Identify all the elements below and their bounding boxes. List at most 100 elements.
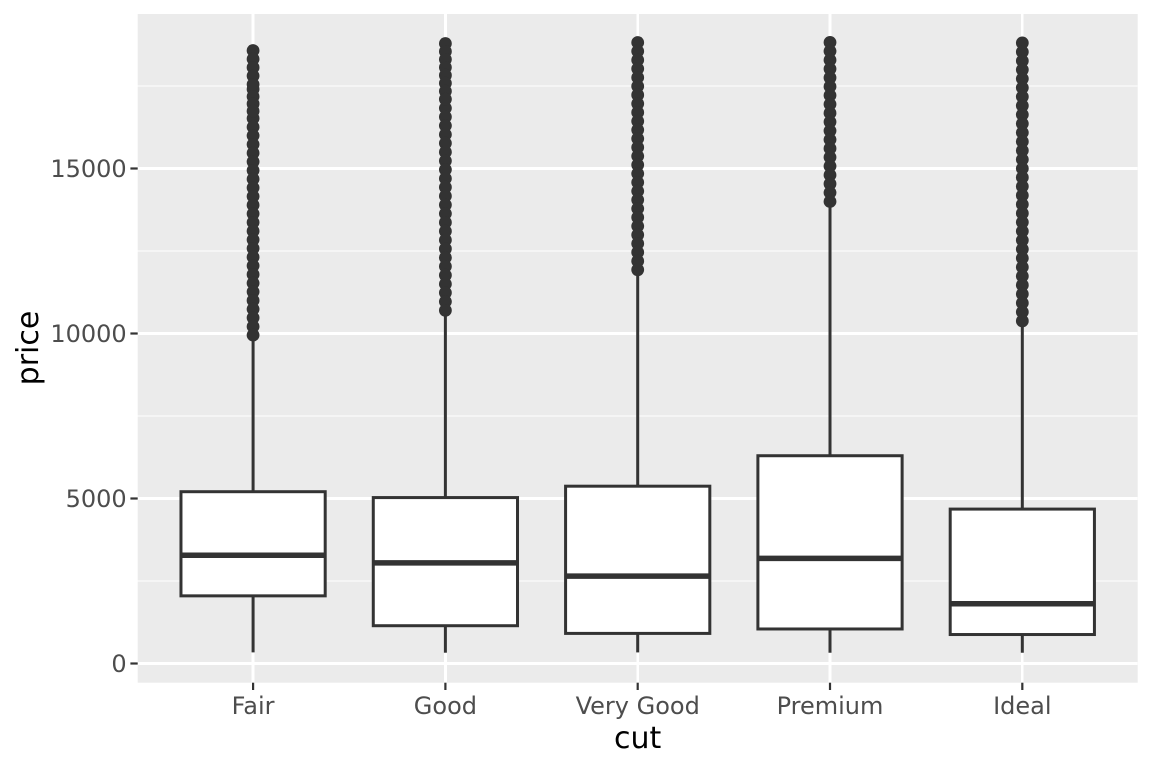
outlier-dot: [438, 268, 452, 282]
outlier-dot: [438, 207, 452, 221]
outlier-dot: [1015, 54, 1029, 68]
outlier-dot: [823, 195, 837, 208]
outlier-dot: [438, 251, 452, 265]
x-axis-title: cut: [614, 721, 662, 756]
outlier-dot: [1015, 206, 1029, 220]
outlier-dot: [1015, 90, 1029, 104]
outlier-dot: [631, 263, 645, 277]
outlier-dot: [1015, 36, 1029, 50]
outlier-dot: [1015, 224, 1029, 238]
outlier-dot: [823, 133, 837, 147]
outlier-dot: [1015, 81, 1029, 95]
outlier-dot: [1015, 171, 1029, 184]
outlier-column-premium: [823, 35, 837, 208]
outlier-dot: [1015, 45, 1029, 59]
outlier-dot: [438, 260, 452, 273]
outlier-dot: [438, 295, 452, 309]
outlier-dot: [1015, 296, 1029, 310]
outlier-dot: [438, 163, 452, 177]
outlier-dot: [438, 119, 452, 133]
y-tick-label: 5000: [66, 485, 127, 513]
outlier-dot: [823, 177, 837, 191]
outlier-dot: [823, 35, 837, 49]
box-fair: [179, 490, 327, 598]
outlier-dot: [438, 216, 452, 229]
outlier-column-very-good: [631, 36, 645, 277]
outlier-dot: [823, 150, 837, 164]
outlier-dot: [823, 142, 837, 155]
outlier-dot: [823, 186, 837, 200]
outlier-dot: [438, 198, 452, 212]
outlier-dot: [823, 97, 837, 111]
outlier-dot: [1015, 180, 1029, 193]
outlier-dot: [1015, 117, 1029, 131]
outlier-dot: [438, 101, 452, 115]
outlier-dot: [1015, 233, 1029, 247]
box-ideal: [948, 507, 1096, 637]
outlier-dot: [1015, 314, 1029, 328]
outlier-dot: [438, 242, 452, 256]
outlier-dot: [1015, 242, 1029, 256]
y-tick-label: 15000: [50, 155, 126, 183]
outlier-dot: [1015, 269, 1029, 283]
outlier-dot: [1015, 162, 1029, 175]
outlier-dot: [823, 168, 837, 182]
outlier-dot: [438, 286, 452, 300]
outlier-dot: [438, 277, 452, 291]
outlier-dot: [246, 328, 260, 342]
outlier-column-ideal: [1015, 36, 1029, 328]
outlier-dot: [1015, 278, 1029, 292]
x-tick-label-good: Good: [414, 692, 477, 720]
outlier-dot: [438, 189, 452, 203]
outlier-dot: [1015, 197, 1029, 211]
outlier-dot: [1015, 287, 1029, 301]
outlier-dot: [1015, 126, 1029, 139]
outlier-dot: [823, 62, 837, 76]
x-tick-label-very-good: Very Good: [576, 692, 700, 720]
outlier-dot: [1015, 305, 1029, 319]
outlier-dot: [1015, 188, 1029, 202]
box-premium: [756, 454, 904, 631]
outlier-dot: [438, 180, 452, 194]
outlier-dot: [823, 159, 837, 173]
outlier-dot: [1015, 72, 1029, 86]
outlier-dot: [823, 106, 837, 120]
x-tick-label-premium: Premium: [777, 692, 884, 720]
outlier-dot: [823, 71, 837, 85]
outlier-dot: [438, 110, 452, 124]
outlier-dot: [1015, 153, 1029, 166]
x-tick-label-fair: Fair: [232, 692, 275, 720]
outlier-dot: [438, 172, 452, 185]
outlier-dot: [823, 80, 837, 93]
y-axis-title: price: [11, 311, 46, 386]
outlier-dot: [1015, 63, 1029, 77]
outlier-column-good: [438, 37, 452, 317]
outlier-dot: [1015, 251, 1029, 265]
outlier-dot: [823, 115, 837, 129]
outlier-dot: [1015, 108, 1029, 122]
box-very-good: [564, 484, 712, 635]
outlier-dot: [823, 88, 837, 102]
y-tick-label: 10000: [50, 320, 126, 348]
outlier-dot: [246, 77, 260, 91]
outlier-dot: [1015, 135, 1029, 148]
outlier-dot: [438, 136, 452, 150]
outlier-dot: [438, 233, 452, 247]
outlier-dot: [823, 53, 837, 67]
outlier-dot: [438, 224, 452, 238]
outlier-dot: [438, 128, 452, 141]
y-tick-label: 0: [111, 650, 126, 678]
outlier-dot: [823, 124, 837, 138]
outlier-dot: [438, 304, 452, 317]
outlier-dot: [1015, 99, 1029, 113]
outlier-dot: [438, 92, 452, 106]
outlier-dot: [1015, 144, 1029, 157]
outlier-dot: [1015, 260, 1029, 274]
outlier-column-fair: [246, 44, 260, 342]
x-tick-label-ideal: Ideal: [993, 692, 1051, 720]
panel-layer: [137, 14, 1138, 683]
outlier-dot: [823, 44, 837, 58]
axis-layer: 0 5000 10000 15000 Fair Good Very Good Premium I…: [50, 155, 1051, 720]
